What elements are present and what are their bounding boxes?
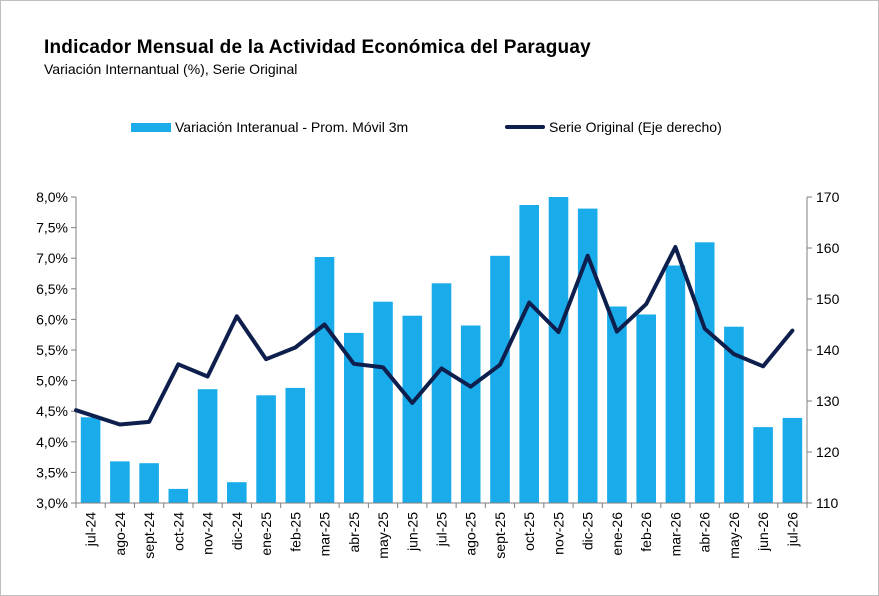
legend-item-line: Serie Original (Eje derecho): [505, 119, 722, 135]
x-tick-label: abr-26: [697, 512, 713, 553]
legend-bar-swatch: [131, 122, 171, 132]
y-left-tick-label: 7,5%: [36, 220, 68, 236]
bar: [285, 387, 306, 503]
x-tick-label: ago-24: [112, 512, 128, 556]
y-left-tick-label: 4,0%: [36, 434, 68, 450]
x-tick-label: jul-26: [784, 512, 800, 547]
y-right-tick-label: 160: [816, 240, 840, 256]
x-tick-label: jul-24: [83, 512, 99, 547]
x-tick-label: jun-26: [755, 512, 771, 552]
y-right-tick-label: 120: [816, 444, 840, 460]
bar: [197, 389, 218, 503]
bar: [782, 417, 803, 503]
x-tick-label: mar-25: [317, 512, 333, 557]
line-series: [74, 245, 795, 427]
y-left-tick-label: 6,5%: [36, 281, 68, 297]
bar: [344, 332, 364, 503]
y-left-tick-label: 6,0%: [36, 311, 68, 327]
x-tick-label: feb-26: [638, 512, 654, 552]
bar: [314, 257, 335, 503]
x-tick-label: sept-25: [492, 512, 508, 559]
x-tick-label: ene-25: [258, 512, 274, 556]
x-tick-label: dic-25: [580, 512, 596, 550]
chart-title: Indicador Mensual de la Actividad Económ…: [44, 37, 591, 58]
x-tick-label: dic-24: [229, 512, 245, 550]
bar: [168, 488, 189, 503]
bar: [431, 283, 452, 503]
x-tick-label: ene-26: [609, 512, 625, 556]
y-right-tick-label: 110: [816, 495, 839, 511]
x-tick-label: may-26: [726, 512, 742, 559]
bar: [636, 314, 656, 503]
y-right-tick-label: 140: [816, 342, 840, 358]
y-left-tick-label: 7,0%: [36, 250, 68, 266]
x-tick-label: oct-25: [521, 512, 537, 551]
x-tick-label: feb-25: [287, 512, 303, 552]
bar: [373, 301, 393, 503]
bar: [548, 197, 569, 503]
x-tick-label: sept-24: [141, 512, 157, 559]
bar: [607, 306, 627, 503]
bar: [490, 255, 510, 503]
bar: [80, 417, 101, 503]
x-tick-label: nov-25: [550, 512, 566, 555]
x-tick-label: jul-25: [434, 512, 450, 547]
y-right-tick-label: 130: [816, 393, 840, 409]
bar: [139, 463, 159, 503]
bar: [694, 242, 715, 504]
bar: [753, 427, 773, 503]
y-left-tick-label: 5,5%: [36, 342, 68, 358]
legend-label-bars: Variación Interanual - Prom. Móvil 3m: [175, 119, 409, 135]
x-tick-label: mar-26: [667, 512, 683, 557]
bar: [227, 482, 247, 503]
y-left-tick-label: 5,0%: [36, 373, 68, 389]
legend-label-line: Serie Original (Eje derecho): [549, 119, 722, 135]
bar: [460, 325, 481, 503]
bar: [519, 205, 539, 503]
legend: Variación Interanual - Prom. Móvil 3m Se…: [0, 119, 879, 139]
y-right-tick-label: 170: [816, 189, 840, 205]
y-right-tick-label: 150: [816, 291, 840, 307]
y-left-tick-label: 4,5%: [36, 403, 68, 419]
x-tick-label: abr-25: [346, 512, 362, 553]
x-tick-label: ago-25: [463, 512, 479, 556]
x-tick-label: oct-24: [170, 512, 186, 551]
legend-line-swatch: [505, 125, 545, 129]
x-tick-label: nov-24: [200, 512, 216, 555]
bar: [577, 208, 598, 503]
x-tick-label: jun-25: [404, 512, 420, 552]
bar: [402, 315, 423, 503]
y-left-tick-label: 8,0%: [36, 189, 68, 205]
y-left-tick-label: 3,0%: [36, 495, 68, 511]
y-left-tick-label: 3,5%: [36, 464, 68, 480]
bar: [256, 395, 276, 503]
legend-item-bars: Variación Interanual - Prom. Móvil 3m: [131, 119, 408, 135]
x-tick-label: may-25: [375, 512, 391, 559]
bar: [110, 461, 130, 503]
bar: [724, 326, 744, 503]
chart-subtitle: Variación Internantual (%), Serie Origin…: [44, 61, 298, 77]
bar: [665, 265, 686, 503]
